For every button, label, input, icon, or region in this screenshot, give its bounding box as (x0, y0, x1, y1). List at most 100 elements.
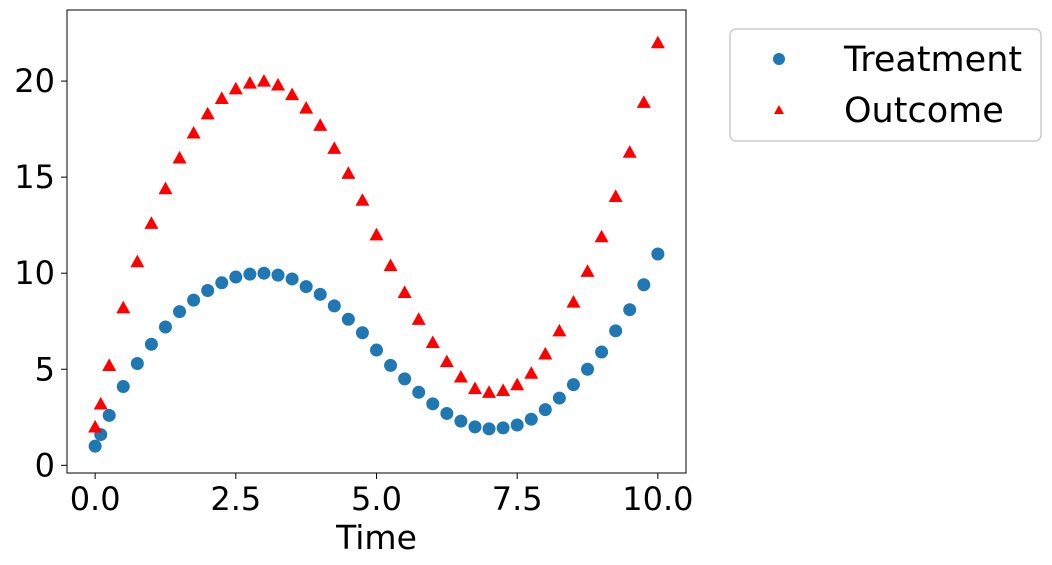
data-point (116, 300, 131, 314)
data-point (215, 276, 229, 290)
data-point (242, 76, 257, 89)
data-point (411, 312, 426, 325)
ticks-layer: 0.0 2.5 5.0 7.5 10.0 0 5 10 15 20 (14, 62, 693, 518)
data-point (538, 346, 553, 360)
data-point (623, 303, 637, 317)
data-point (482, 385, 497, 398)
legend-label: Outcome (844, 91, 1004, 131)
plot-frame (66, 9, 687, 474)
y-tick-label: 15 (14, 158, 55, 196)
data-point (467, 381, 482, 395)
data-point (425, 335, 440, 348)
data-point (186, 125, 201, 139)
data-point (271, 268, 285, 282)
data-point (581, 362, 595, 376)
data-point (580, 264, 595, 277)
data-point (313, 287, 327, 301)
data-point (510, 377, 525, 391)
data-point (496, 421, 510, 435)
data-point (453, 369, 468, 383)
data-point (327, 299, 341, 313)
data-point (187, 293, 201, 307)
data-point (397, 285, 412, 299)
data-point (538, 403, 552, 417)
y-tick-label: 0 (35, 446, 55, 484)
data-point (552, 323, 567, 337)
data-point (243, 267, 257, 281)
data-point (327, 141, 342, 154)
data-point (130, 356, 144, 370)
data-point (595, 345, 609, 359)
x-tick-label: 7.5 (492, 480, 543, 518)
x-tick-label: 10.0 (622, 480, 693, 518)
x-tick-label: 2.5 (210, 480, 261, 518)
data-point (426, 397, 440, 411)
data-point (229, 270, 243, 284)
data-point (454, 414, 468, 428)
data-point (88, 439, 102, 453)
legend-marker (773, 53, 785, 65)
series-outcome (88, 35, 665, 433)
data-point (144, 337, 158, 351)
series-treatment (88, 247, 665, 453)
data-point (636, 95, 651, 108)
data-point (369, 227, 384, 241)
data-point (341, 312, 355, 326)
data-point (524, 412, 538, 426)
data-point (383, 258, 398, 272)
data-point (594, 229, 609, 243)
legend-items: Treatment Outcome (773, 40, 1022, 131)
data-point (398, 372, 412, 386)
data-point (355, 326, 369, 340)
data-point (228, 81, 243, 95)
points-layer (88, 35, 665, 453)
data-point (524, 366, 539, 379)
data-point (285, 87, 300, 101)
data-point (355, 193, 370, 206)
data-point (285, 272, 299, 286)
data-point (200, 106, 215, 120)
data-point (214, 91, 229, 104)
legend-item-treatment: Treatment (773, 40, 1022, 80)
data-point (158, 181, 173, 195)
data-point (299, 280, 313, 294)
data-point (271, 77, 286, 91)
data-point (566, 295, 581, 308)
legend-item-outcome: Outcome (774, 91, 1004, 131)
data-point (144, 216, 159, 229)
data-point (552, 391, 566, 405)
data-point (102, 408, 116, 422)
data-point (439, 354, 454, 368)
data-point (608, 189, 623, 202)
data-point (622, 145, 637, 158)
x-tick-label: 0.0 (70, 480, 121, 518)
data-point (201, 283, 215, 297)
data-point (116, 380, 130, 394)
y-tick-label: 10 (14, 254, 55, 292)
data-point (172, 150, 187, 164)
y-tick-label: 20 (14, 62, 55, 100)
data-point (440, 406, 454, 420)
data-point (256, 74, 271, 87)
data-point (482, 422, 496, 436)
legend: Treatment Outcome (729, 28, 1042, 142)
data-point (609, 324, 623, 338)
data-point (384, 358, 398, 372)
data-point (650, 35, 665, 49)
data-point (412, 385, 426, 399)
data-point (130, 254, 145, 268)
legend-marker (774, 105, 784, 114)
legend-label: Treatment (843, 40, 1022, 80)
data-point (158, 320, 172, 334)
data-point (93, 396, 108, 410)
data-point (341, 166, 356, 179)
x-axis-label: Time (335, 518, 417, 557)
data-point (510, 418, 524, 432)
data-point (566, 378, 580, 392)
data-point (496, 383, 511, 396)
data-point (102, 358, 117, 372)
data-point (257, 266, 271, 280)
data-point (88, 419, 103, 433)
x-tick-label: 5.0 (351, 480, 402, 518)
